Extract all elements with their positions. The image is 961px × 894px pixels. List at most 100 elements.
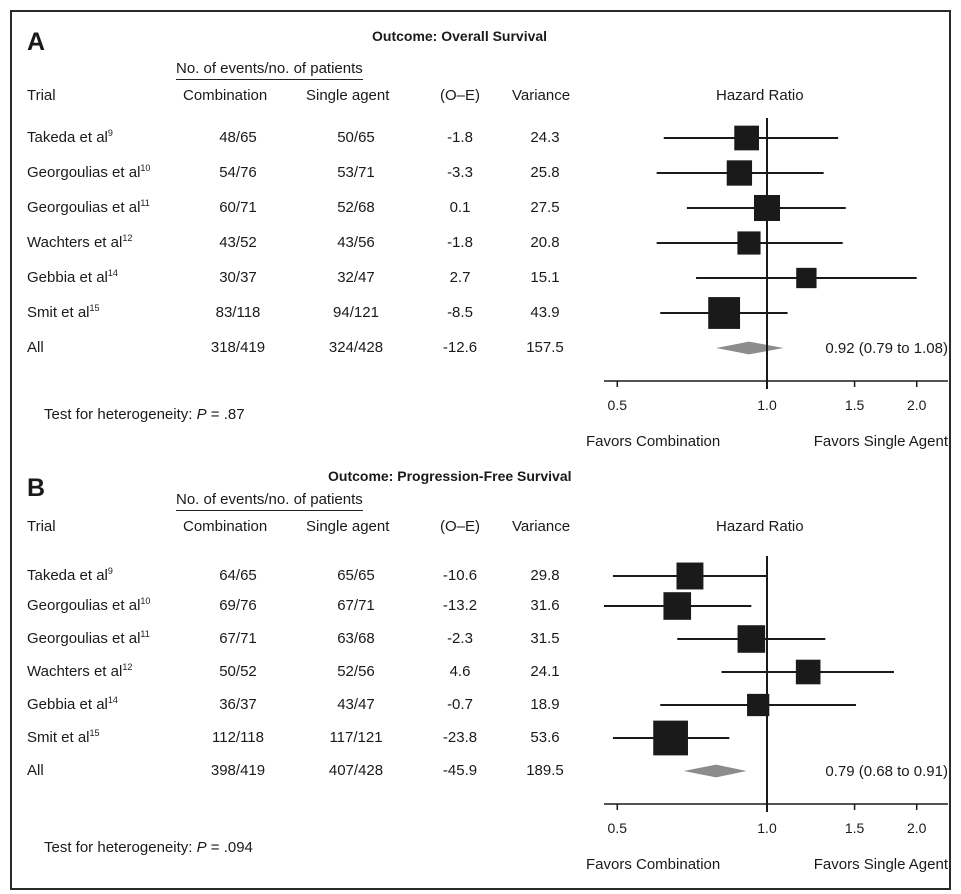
variance-value: 43.9: [530, 304, 560, 321]
reference-superscript: 9: [107, 128, 113, 138]
trial-name: Georgoulias et al11: [27, 629, 150, 648]
o-minus-e: -2.3: [447, 630, 473, 647]
combination-events: 318/419: [210, 339, 266, 356]
panel-letter: A: [27, 28, 46, 56]
reference-superscript: 10: [140, 596, 151, 606]
reference-superscript: 11: [140, 198, 150, 208]
single-agent-events: 117/121: [329, 729, 383, 746]
point-estimate-square: [734, 125, 759, 151]
point-estimate-square: [663, 592, 692, 620]
x-tick-label: 1.0: [757, 820, 777, 836]
combination-events: 30/37: [219, 269, 257, 286]
figure-frame: [10, 10, 951, 890]
o-minus-e: -23.8: [442, 729, 478, 746]
column-header-variance: Variance: [512, 87, 571, 104]
combination-events: 69/76: [219, 597, 257, 614]
combination-events: 112/118: [212, 729, 264, 746]
favors-right-label: Favors Single Agent: [814, 433, 949, 450]
trial-name: Takeda et al9: [27, 566, 113, 585]
single-agent-events: 43/56: [337, 234, 375, 251]
combination-events: 64/65: [219, 567, 257, 584]
column-header-single: Single agent: [306, 87, 390, 104]
x-tick-label: 0.5: [608, 397, 628, 413]
variance-value: 27.5: [530, 199, 560, 216]
reference-superscript: 11: [140, 629, 150, 639]
column-header-single: Single agent: [306, 518, 390, 535]
variance-value: 31.5: [530, 630, 560, 647]
panel-title: Outcome: Progression-Free Survival: [328, 468, 572, 484]
combination-events: 83/118: [215, 304, 261, 321]
trial-name: Wachters et al12: [27, 662, 133, 681]
single-agent-events: 67/71: [337, 597, 375, 614]
point-estimate-square: [708, 297, 741, 329]
variance-value: 20.8: [530, 234, 560, 251]
combination-events: 60/71: [219, 199, 257, 216]
o-minus-e: -3.3: [447, 164, 473, 181]
favors-left-label: Favors Combination: [586, 856, 720, 873]
combination-events: 398/419: [210, 762, 266, 779]
trial-name: Georgoulias et al10: [27, 596, 151, 615]
favors-right-label: Favors Single Agent: [814, 856, 949, 873]
variance-value: 189.5: [526, 762, 564, 779]
point-estimate-square: [796, 267, 817, 289]
variance-value: 15.1: [530, 269, 560, 286]
variance-value: 31.6: [530, 597, 560, 614]
o-minus-e: -45.9: [442, 762, 478, 779]
pooled-estimate-label: 0.92 (0.79 to 1.08): [825, 340, 948, 357]
x-tick-label: 1.5: [845, 397, 865, 413]
trial-name: Smit et al15: [27, 303, 100, 322]
column-header-hazard-ratio: Hazard Ratio: [716, 87, 804, 104]
trial-name: Wachters et al12: [27, 233, 133, 252]
single-agent-events: 43/47: [337, 696, 375, 713]
o-minus-e: -1.8: [447, 234, 473, 251]
o-minus-e: 2.7: [449, 269, 471, 286]
column-header-combination: Combination: [183, 87, 268, 104]
trial-name: Takeda et al9: [27, 128, 113, 147]
single-agent-events: 407/428: [328, 762, 384, 779]
x-tick-label: 2.0: [907, 397, 927, 413]
point-estimate-square: [737, 625, 766, 653]
point-estimate-square: [795, 659, 821, 685]
reference-superscript: 14: [107, 695, 118, 705]
heterogeneity-test: Test for heterogeneity: P = .87: [44, 406, 245, 423]
reference-superscript: 10: [140, 163, 151, 173]
o-minus-e: -13.2: [442, 597, 478, 614]
trial-name-all: All: [27, 762, 44, 779]
column-header-trial: Trial: [27, 87, 56, 104]
pooled-estimate-label: 0.79 (0.68 to 0.91): [825, 763, 948, 780]
combination-events: 50/52: [219, 663, 257, 680]
column-header-oe: (O–E): [440, 87, 481, 104]
column-header-combination: Combination: [183, 518, 268, 535]
single-agent-events: 50/65: [337, 129, 375, 146]
reference-superscript: 9: [107, 566, 113, 576]
pooled-estimate-diamond: [683, 764, 747, 778]
combination-events: 54/76: [219, 164, 257, 181]
panel-letter: B: [27, 474, 46, 502]
forest-plot: 0.79 (0.68 to 0.91) 0.5 1.0 1.5 2.0 Favors Co…: [586, 556, 949, 873]
combination-events: 48/65: [219, 129, 257, 146]
column-header-oe: (O–E): [440, 518, 481, 535]
events-group-header: No. of events/no. of patients: [176, 491, 363, 511]
column-header-variance: Variance: [512, 518, 571, 535]
o-minus-e: -10.6: [442, 567, 478, 584]
point-estimate-square: [747, 693, 770, 717]
reference-superscript: 12: [122, 662, 133, 672]
trial-name: Gebbia et al14: [27, 268, 118, 287]
o-minus-e: -8.5: [447, 304, 473, 321]
x-tick-label: 1.0: [757, 397, 777, 413]
x-tick-label: 2.0: [907, 820, 927, 836]
o-minus-e: 0.1: [449, 199, 471, 216]
single-agent-events: 52/68: [337, 199, 375, 216]
point-estimate-square: [726, 160, 753, 186]
o-minus-e: -1.8: [447, 129, 473, 146]
o-minus-e: -0.7: [447, 696, 473, 713]
trial-name: Georgoulias et al10: [27, 163, 151, 182]
column-header-hazard-ratio: Hazard Ratio: [716, 518, 804, 535]
o-minus-e: 4.6: [449, 663, 471, 680]
trial-name: Gebbia et al14: [27, 695, 118, 714]
reference-superscript: 15: [89, 728, 100, 738]
point-estimate-square: [737, 231, 761, 255]
reference-superscript: 14: [107, 268, 118, 278]
variance-value: 29.8: [530, 567, 560, 584]
single-agent-events: 63/68: [337, 630, 375, 647]
